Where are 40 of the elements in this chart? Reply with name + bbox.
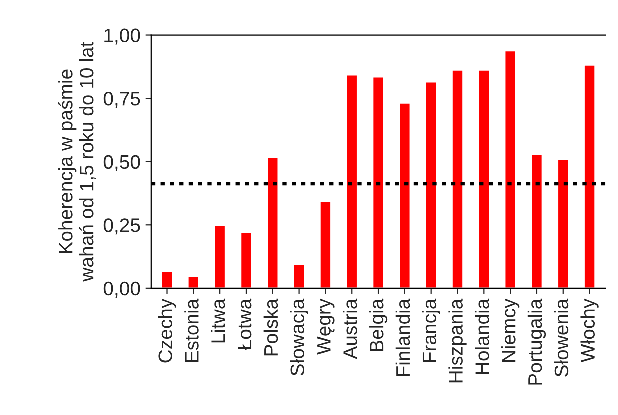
y-tick-label: 0,50	[104, 155, 140, 172]
x-tick-label: Słowacja	[290, 298, 308, 376]
bar	[214, 224, 226, 288]
x-tick-label: Słowenia	[554, 298, 569, 377]
bar	[240, 232, 253, 288]
x-tick-label: Czechy	[158, 298, 176, 363]
bar	[266, 156, 280, 288]
y-tick-label: 0,75	[104, 92, 140, 108]
bar	[452, 70, 464, 288]
bar	[372, 76, 385, 288]
y-tick-label: 1,00	[104, 28, 140, 45]
x-tick-label: Hiszpania	[448, 298, 467, 383]
x-tick-label: Łotwa	[238, 298, 252, 351]
x-tick-label: Portugalia	[528, 298, 546, 385]
y-tick-label: 0,00	[104, 282, 140, 298]
x-tick-label: Finlandia	[396, 298, 410, 376]
bar	[584, 64, 596, 288]
bar	[187, 276, 200, 288]
bar	[293, 264, 306, 288]
bar	[319, 200, 332, 288]
bar	[161, 271, 174, 288]
bar	[557, 158, 570, 288]
bar	[346, 74, 358, 288]
x-tick-label: Holandia	[475, 298, 490, 374]
x-tick-label: Niemcy	[502, 298, 520, 362]
bar	[398, 102, 412, 288]
x-tick-label: Austria	[343, 298, 358, 360]
x-tick-label: Francja	[422, 298, 440, 362]
x-tick-label: Litwa	[211, 298, 226, 343]
bar	[504, 50, 517, 288]
x-tick-label: Włochy	[580, 298, 599, 362]
x-tick-label: Belgia	[369, 298, 388, 352]
bar	[478, 70, 490, 288]
x-tick-label: Polska	[264, 298, 278, 356]
x-tick-label: Węgry	[317, 298, 335, 355]
x-tick-label: Estonia	[184, 298, 199, 362]
y-tick-label: 0,25	[104, 218, 140, 235]
y-axis-title: Koherencja w paśmie wahań od 1,5 roku do 10 lat	[58, 42, 96, 282]
bar	[530, 154, 544, 288]
bar	[425, 81, 438, 288]
